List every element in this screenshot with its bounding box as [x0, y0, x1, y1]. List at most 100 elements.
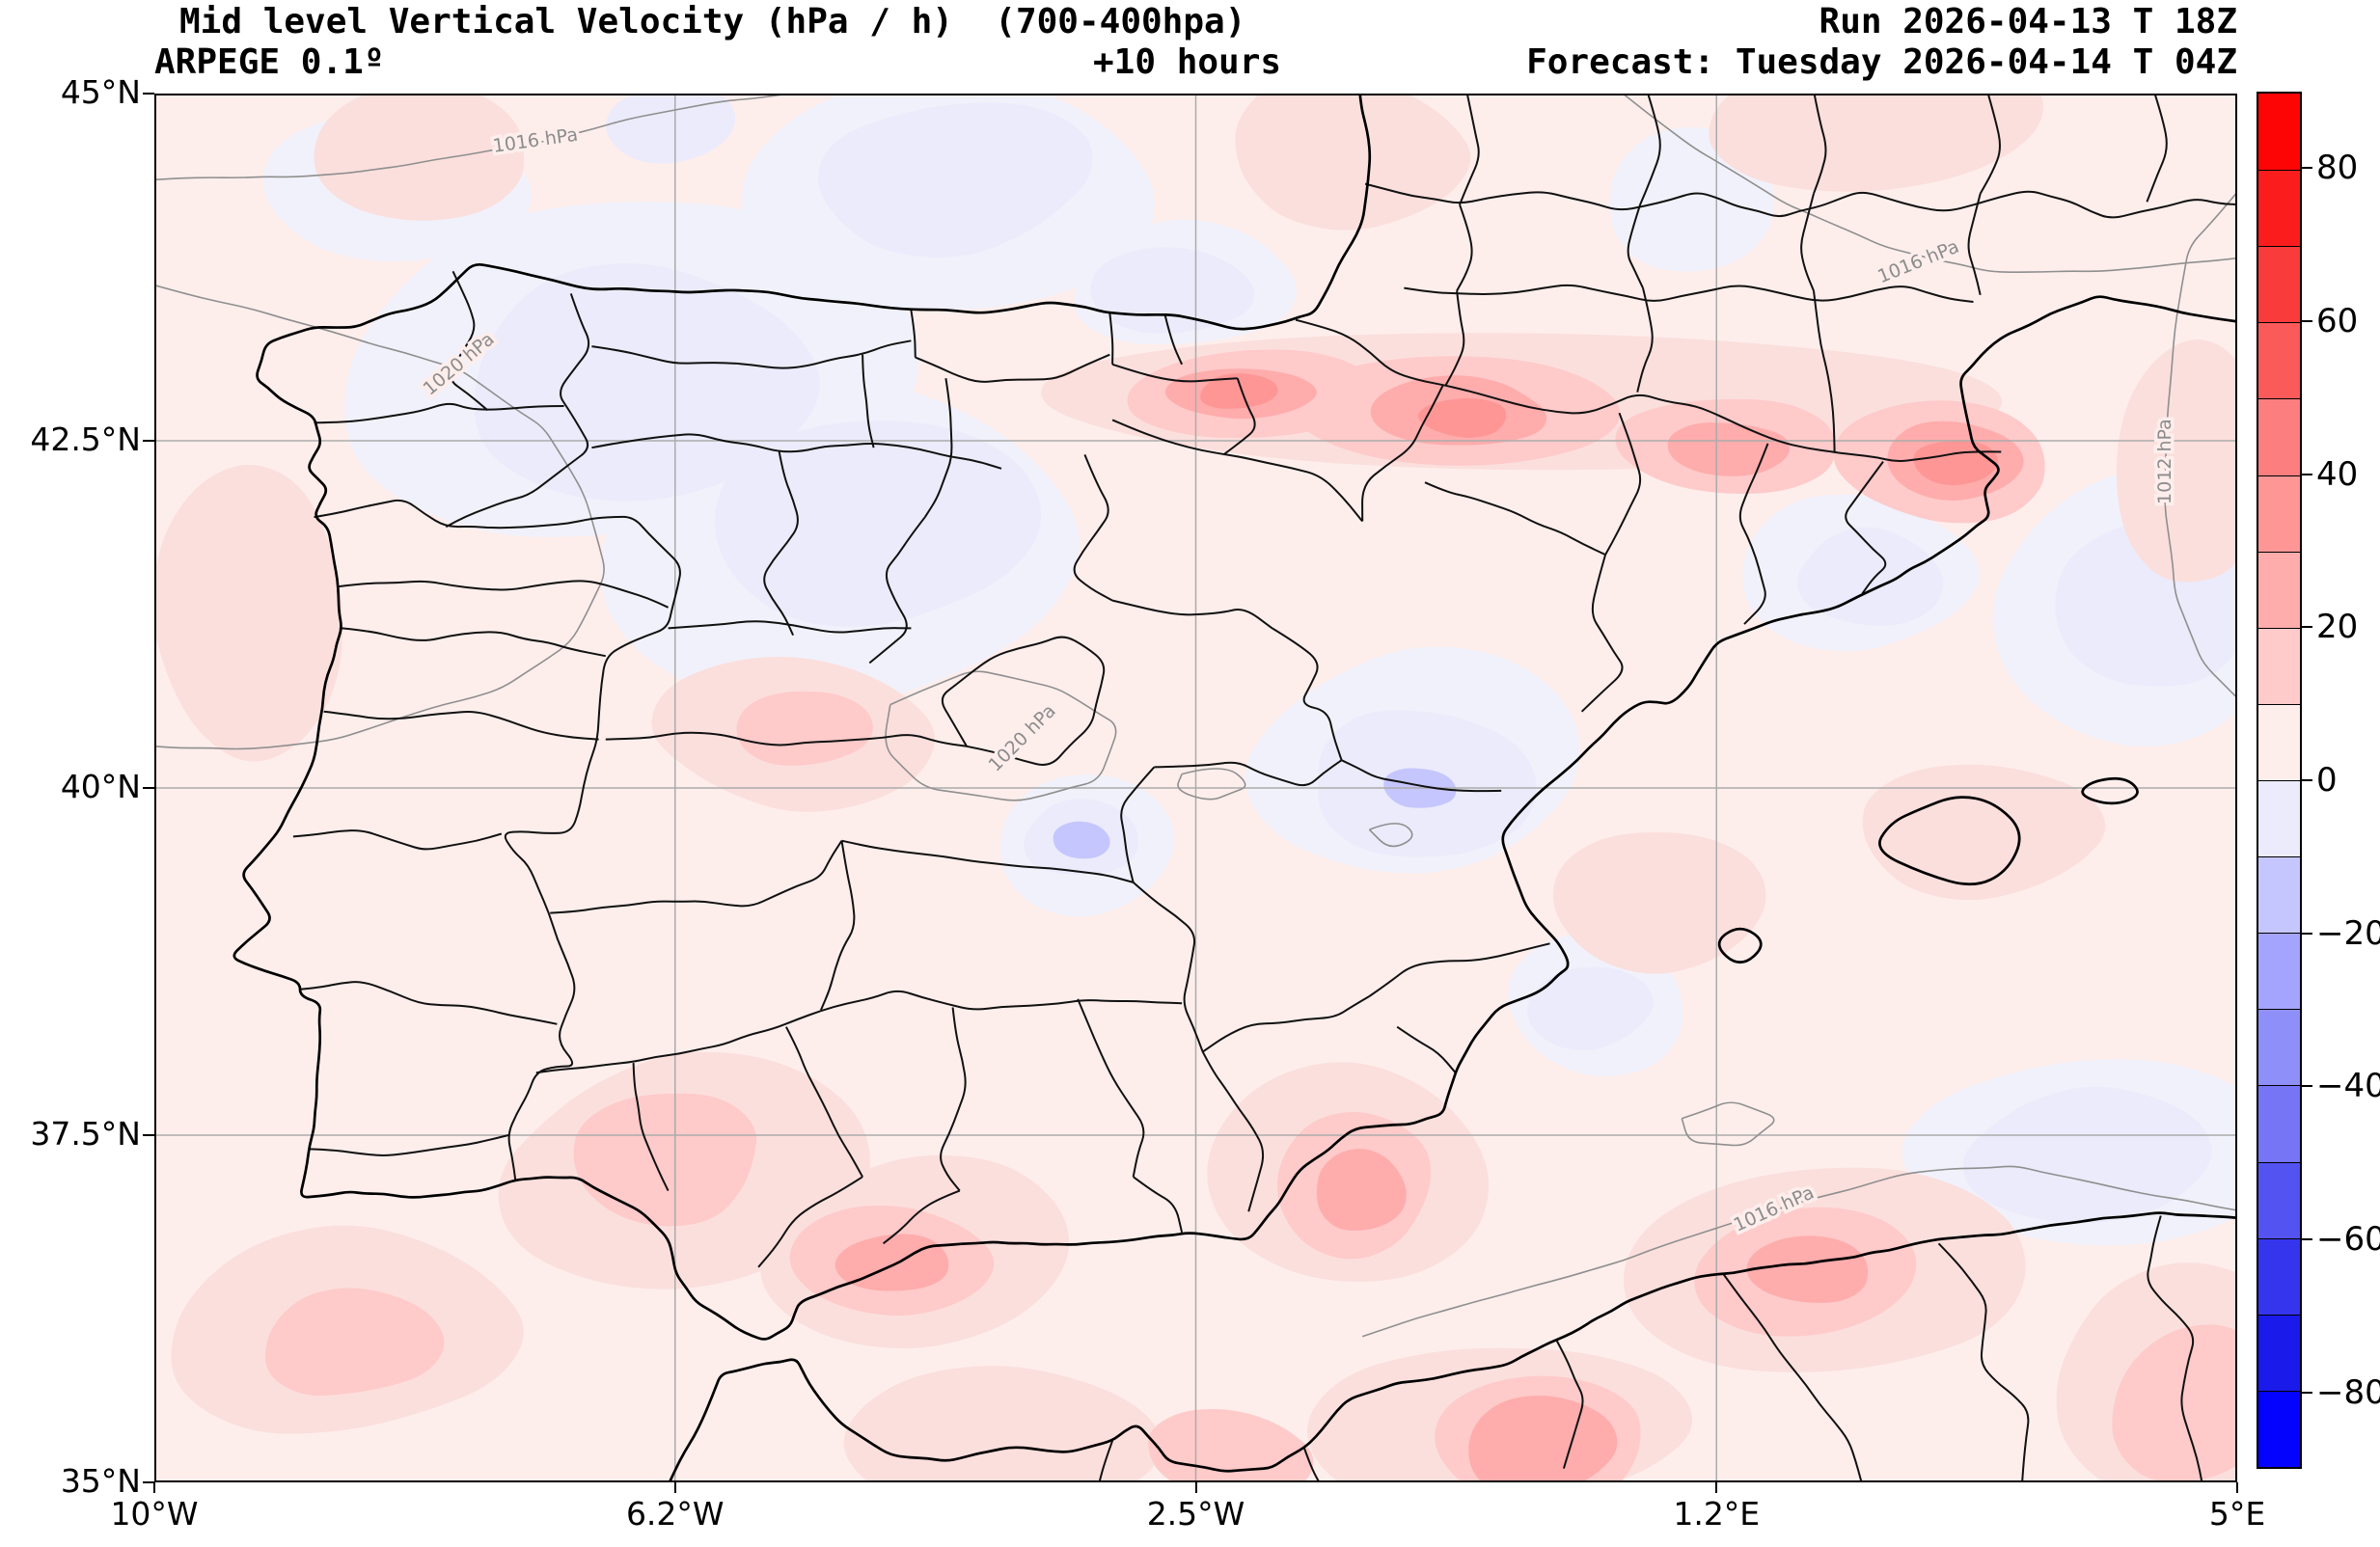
- admin-border-line: [1163, 315, 1184, 366]
- x-tick-mark: [1715, 1482, 1718, 1493]
- x-tick-mark: [153, 1482, 155, 1493]
- shaded-region: [2112, 1324, 2237, 1482]
- admin-border-line: [1133, 1176, 1184, 1234]
- admin-border-line: [1295, 318, 2002, 463]
- y-tick-label: 40°N: [60, 768, 141, 805]
- admin-border-line: [450, 270, 489, 412]
- admin-border-line: [1979, 94, 2001, 195]
- colorbar-segment: [2258, 475, 2300, 553]
- shaded-region: [1200, 373, 1278, 409]
- admin-border-line: [940, 1007, 967, 1192]
- shaded-region: [573, 1093, 757, 1227]
- admin-border-line: [757, 1176, 863, 1268]
- shaded-region: [2116, 339, 2237, 583]
- colorbar-segment: [2258, 246, 2300, 323]
- lead-time-label: +10 hours: [1093, 42, 1282, 82]
- x-tick-label: 5°E: [2208, 1495, 2266, 1533]
- admin-border-line: [445, 293, 590, 529]
- colorbar-level-line: [2258, 1390, 2300, 1392]
- admin-border-line: [862, 354, 875, 448]
- admin-border-line: [1201, 1051, 1265, 1212]
- colorbar-tick-mark: [2302, 167, 2312, 170]
- admin-border-line: [1404, 284, 1974, 303]
- admin-border-line: [300, 981, 558, 1025]
- shaded-region: [736, 691, 873, 766]
- admin-border-line: [819, 840, 856, 1011]
- coastline-north-africa: [668, 1211, 2237, 1482]
- shaded-region: [843, 1366, 1162, 1482]
- x-tick-label: 1.2°E: [1673, 1495, 1761, 1533]
- admin-border-line: [1800, 193, 1815, 291]
- colorbar: [2257, 92, 2302, 1469]
- y-tick-label: 42.5°N: [30, 421, 141, 458]
- isobar-line: [1361, 1165, 2237, 1338]
- shaded-region: [265, 1288, 445, 1397]
- colorbar-tick-label: 40: [2316, 454, 2359, 494]
- run-label: Run 2026-04-13 T 18Z: [1819, 2, 2237, 41]
- shaded-region: [1962, 1086, 2212, 1223]
- admin-border-line: [1108, 312, 1114, 365]
- admin-border-line: [868, 516, 926, 665]
- admin-border-line: [591, 433, 1002, 470]
- colorbar-segment: [2258, 1161, 2300, 1239]
- shaded-region: [714, 421, 1042, 627]
- isobar-line: [1177, 768, 1246, 801]
- shaded-region: [154, 464, 342, 762]
- shaded-region: [1552, 831, 1766, 974]
- colorbar-tick-mark: [2302, 1238, 2312, 1240]
- shaded-region: [1527, 966, 1654, 1051]
- admin-border-line: [763, 451, 799, 637]
- colorbar-tick-label: 60: [2316, 302, 2359, 340]
- island-outline: [1717, 927, 1763, 964]
- isobar-line: [1681, 1101, 1775, 1147]
- admin-border-line: [323, 710, 599, 741]
- colorbar-level-line: [2258, 703, 2300, 705]
- colorbar-level-line: [2258, 1237, 2300, 1239]
- colorbar-tick-mark: [2302, 626, 2312, 629]
- admin-border-line: [1444, 290, 1465, 386]
- colorbar-segment: [2258, 551, 2300, 629]
- province-borders: [292, 94, 2237, 1482]
- map-plot-area: 1016 hPa 1020 hPa 1016 hPa 1012 hPa 1020 hPa…: [154, 94, 2237, 1482]
- isobar-line: [154, 284, 605, 750]
- shaded-region: [314, 94, 525, 221]
- admin-border-line: [882, 1189, 961, 1245]
- admin-border-line: [1639, 94, 1661, 205]
- shade-pink: [265, 349, 2237, 1482]
- forecast-label: Forecast: Tuesday 2026-04-14 T 04Z: [1526, 42, 2237, 82]
- colorbar-tick-mark: [2302, 473, 2312, 475]
- admin-border-line: [1424, 481, 1606, 556]
- pressure-contours: [154, 94, 2237, 1338]
- admin-border-line: [923, 378, 953, 518]
- admin-border-line: [915, 353, 1110, 383]
- y-tick-label: 37.5°N: [30, 1115, 141, 1153]
- y-tick-mark: [143, 787, 154, 789]
- admin-border-line: [314, 499, 681, 1181]
- x-tick-mark: [673, 1482, 676, 1493]
- colorbar-level-line: [2258, 1009, 2300, 1011]
- admin-border-line: [1813, 94, 1827, 195]
- colorbar-tick-mark: [2302, 932, 2312, 935]
- colorbar-segment: [2258, 780, 2300, 857]
- admin-border-line: [337, 580, 670, 609]
- shaded-region: [1316, 1149, 1407, 1231]
- admin-border-line: [668, 620, 912, 634]
- grid-lines: [154, 94, 2237, 1482]
- y-tick-label: 45°N: [60, 73, 141, 111]
- colorbar-segment: [2258, 398, 2300, 476]
- admin-border-line: [1154, 759, 1343, 787]
- colorbar-segment: [2258, 627, 2300, 705]
- colorbar-tick-mark: [2302, 320, 2312, 322]
- admin-border-line: [605, 731, 968, 747]
- admin-border-line: [535, 990, 1183, 1074]
- island-outline: [2081, 776, 2139, 805]
- admin-border-line: [1361, 384, 1444, 522]
- y-tick-label: 35°N: [60, 1462, 141, 1500]
- admin-border-line: [1845, 461, 1887, 594]
- shaded-region: [1862, 764, 2106, 901]
- colorbar-level-line: [2258, 322, 2300, 324]
- shaded-region: [606, 94, 736, 164]
- shaded-region: [1709, 94, 2043, 192]
- admin-border-line: [841, 839, 1134, 883]
